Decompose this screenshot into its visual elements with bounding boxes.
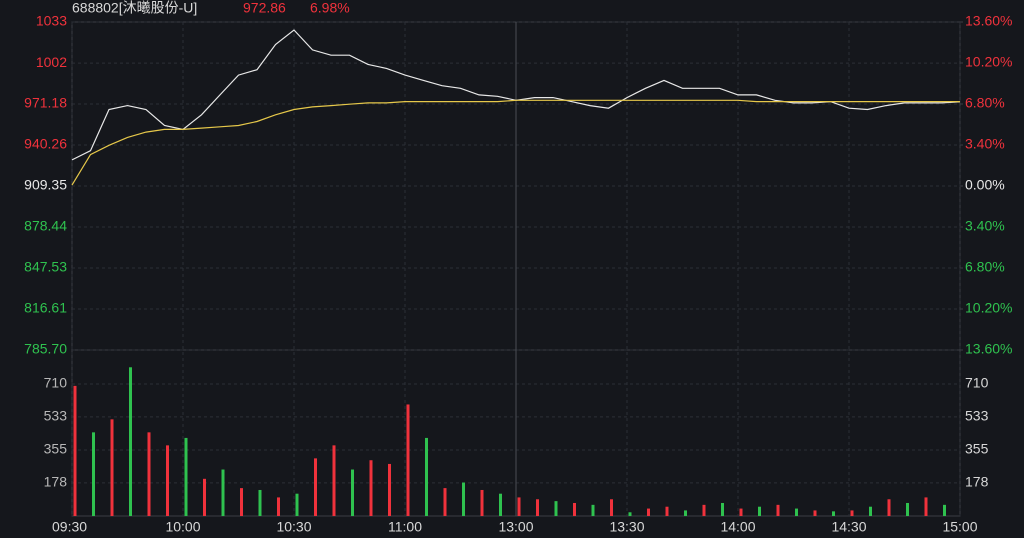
y-tick-label: 710 [44, 375, 68, 391]
x-tick-label: 14:00 [720, 519, 755, 535]
y2-tick-label: 13.60% [965, 13, 1012, 29]
y-tick-label: 940.26 [24, 136, 67, 152]
volume-bar [314, 458, 317, 516]
y2-tick-label: 10.20% [965, 300, 1012, 316]
y-tick-label: 533 [44, 408, 68, 424]
volume-bar [924, 497, 928, 516]
volume-bar [610, 499, 613, 516]
volume-bar [203, 478, 206, 516]
volume-bar [869, 506, 872, 516]
y-tick-label: 909.35 [24, 177, 67, 193]
volume-bar [295, 493, 299, 516]
volume-bar [628, 512, 632, 516]
volume-bar [351, 469, 354, 516]
last-price: 972.86 [243, 0, 286, 16]
volume-bar [906, 502, 909, 516]
volume-bar [332, 445, 336, 516]
volume-bar [795, 508, 798, 516]
volume-bar [480, 489, 484, 516]
y2-tick-label: 13.60% [965, 341, 1012, 357]
change: 6.98% [310, 0, 350, 16]
y-tick-label: 847.53 [24, 259, 67, 275]
chart-title: 688802[沐曦股份-U] [72, 0, 197, 16]
y2-tick-label: 10.20% [965, 54, 1012, 70]
volume-bar [758, 506, 761, 516]
volume-bar [166, 445, 169, 516]
x-tick-label: 10:30 [276, 519, 311, 535]
y2-tick-label: 6.80% [965, 259, 1005, 275]
volume-bar [684, 510, 687, 516]
volume-bar [943, 504, 946, 516]
y2-tick-label: 533 [965, 408, 989, 424]
volume-bar [406, 404, 410, 516]
volume-bar [517, 497, 521, 516]
volume-bar [739, 508, 743, 516]
volume-bar [591, 504, 595, 516]
volume-bar [573, 502, 576, 516]
x-tick-label: 14:30 [831, 519, 866, 535]
volume-bar [258, 489, 262, 516]
y-tick-label: 355 [44, 441, 68, 457]
volume-bar [721, 502, 724, 516]
volume-bar [813, 510, 817, 516]
volume-bar [240, 488, 243, 516]
volume-bar [850, 510, 854, 516]
volume-bar [369, 460, 373, 516]
y-tick-label: 1002 [36, 54, 67, 70]
y2-tick-label: 178 [965, 474, 989, 490]
volume-bar [129, 367, 132, 516]
x-tick-label: 10:00 [165, 519, 200, 535]
volume-bar [277, 497, 280, 516]
volume-bar [388, 463, 391, 516]
volume-bar [147, 432, 151, 516]
x-tick-label: 13:00 [498, 519, 533, 535]
y2-tick-label: 3.40% [965, 218, 1005, 234]
y2-tick-label: 6.80% [965, 95, 1005, 111]
volume-bar [665, 506, 669, 516]
volume-bar [887, 499, 891, 516]
y-tick-label: 1033 [36, 13, 67, 29]
volume-bar [832, 511, 835, 516]
volume-bar [110, 419, 114, 516]
y-tick-label: 971.18 [24, 95, 67, 111]
y2-tick-label: 3.40% [965, 136, 1005, 152]
volume-bar [499, 493, 502, 516]
x-tick-label: 13:30 [609, 519, 644, 535]
volume-bar [702, 504, 706, 516]
y-tick-label: 178 [44, 474, 68, 490]
volume-bar [221, 469, 225, 516]
volume-bar [92, 432, 95, 516]
y-tick-label: 816.61 [24, 300, 67, 316]
volume-bar [73, 385, 77, 516]
volume-bar [536, 499, 539, 516]
volume-bar [647, 508, 650, 516]
y2-tick-label: 355 [965, 441, 989, 457]
y-tick-label: 878.44 [24, 218, 67, 234]
x-tick-label: 15:00 [942, 519, 977, 535]
y2-tick-label: 0.00% [965, 177, 1005, 193]
y2-tick-label: 710 [965, 375, 989, 391]
price-line [71, 99, 960, 186]
volume-bar [425, 437, 428, 516]
volume-bar [462, 482, 465, 516]
x-tick-label: 09:30 [52, 519, 87, 535]
volume-bar [443, 488, 447, 516]
y-tick-label: 785.70 [24, 341, 67, 357]
volume-bar [554, 501, 558, 516]
x-tick-label: 11:00 [388, 519, 422, 535]
volume-bar [184, 437, 188, 516]
volume-bar [776, 504, 780, 516]
